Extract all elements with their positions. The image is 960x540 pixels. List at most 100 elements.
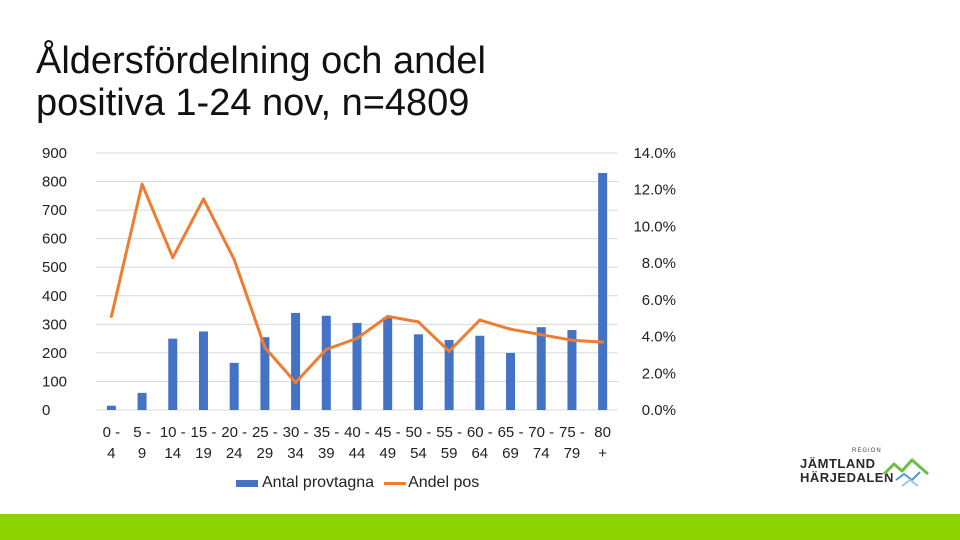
x-tick-label: 45 -: [375, 424, 401, 441]
y-left-tick-label: 500: [42, 259, 67, 276]
line-point: [232, 257, 236, 261]
x-tick-label: 29: [257, 445, 274, 462]
line-point: [416, 320, 420, 324]
line-point: [140, 182, 144, 186]
line-point: [478, 318, 482, 322]
y-right-tick-label: 6.0%: [642, 292, 676, 309]
y-right-tick-label: 4.0%: [642, 329, 676, 346]
x-tick-label: 55 -: [436, 424, 462, 441]
legend-item-line: Andel pos: [384, 474, 479, 492]
x-tick-label: 49: [379, 445, 396, 462]
bar: [383, 317, 393, 410]
x-tick-label: 39: [318, 445, 335, 462]
line-point: [509, 327, 513, 331]
x-tick-label: 59: [441, 445, 458, 462]
x-tick-label: +: [598, 445, 607, 462]
x-tick-label: 10 -: [160, 424, 186, 441]
bar: [506, 352, 516, 410]
x-tick-label: 74: [533, 445, 550, 462]
x-tick-label: 30 -: [283, 424, 309, 441]
bar: [352, 322, 362, 410]
line-point: [355, 336, 359, 340]
legend-bar-label: Antal provtagna: [262, 474, 375, 491]
x-tick-label: 24: [226, 445, 243, 462]
title-line-1: Åldersfördelning och andel: [36, 40, 486, 82]
legend-line-swatch: [384, 481, 407, 485]
y-right-tick-label: 10.0%: [633, 218, 676, 235]
x-tick-label: 64: [471, 445, 488, 462]
y-left-tick-label: 400: [42, 288, 67, 305]
legend-item-bars: Antal provtagna: [236, 474, 374, 492]
y-right-tick-label: 8.0%: [642, 255, 676, 272]
line-point: [539, 333, 543, 337]
y-right-tick-label: 0.0%: [642, 402, 676, 419]
y-left-tick-label: 800: [42, 174, 67, 191]
line-point: [294, 380, 298, 384]
logo-jamtland-text: JÄMTLAND: [800, 456, 876, 471]
bar: [567, 330, 577, 410]
bar: [536, 327, 546, 410]
line-point: [201, 197, 205, 201]
y-right-tick-label: 2.0%: [642, 365, 676, 382]
x-tick-label: 60 -: [467, 424, 493, 441]
x-tick-label: 69: [502, 445, 519, 462]
mountain-logo-icon: [882, 458, 929, 487]
y-left-tick-label: 100: [42, 373, 67, 390]
legend-line-label: Andel pos: [408, 474, 480, 491]
x-tick-label: 44: [349, 445, 366, 462]
y-right-tick-label: 12.0%: [633, 182, 676, 199]
bar: [168, 338, 178, 410]
bar: [137, 392, 147, 410]
x-tick-label: 79: [564, 445, 581, 462]
chart-legend: Antal provtagna Andel pos: [236, 474, 489, 492]
x-tick-label: 35 -: [313, 424, 339, 441]
line-point: [570, 338, 574, 342]
x-tick-label: 80: [594, 424, 611, 441]
y-left-tick-label: 900: [42, 145, 67, 162]
bar: [321, 315, 331, 410]
chart-title: Åldersfördelning och andel positiva 1-24…: [36, 40, 486, 124]
y-left-tick-label: 300: [42, 316, 67, 333]
bar: [106, 405, 116, 410]
bar: [229, 362, 239, 410]
y-left-tick-label: 0: [42, 402, 50, 419]
x-tick-label: 25 -: [252, 424, 278, 441]
line-point: [601, 340, 605, 344]
x-tick-label: 54: [410, 445, 427, 462]
age-distribution-chart: 0 100 200 300 400 500 600 700 800 900 0.0% 2.0% 4.0%…: [42, 145, 676, 462]
x-tick-label: 14: [164, 445, 181, 462]
region-logo: REGION JÄMTLAND HÄRJEDALEN: [798, 448, 938, 492]
x-tick-label: 34: [287, 445, 304, 462]
x-tick-label: 75 -: [559, 424, 585, 441]
footer-bar: [0, 514, 960, 540]
bar: [291, 312, 301, 410]
y-left-tick-label: 200: [42, 345, 67, 362]
y-left-tick-label: 700: [42, 202, 67, 219]
y-right-tick-label: 14.0%: [633, 145, 676, 162]
x-tick-label: 70 -: [528, 424, 554, 441]
bar: [413, 334, 423, 410]
line-point: [263, 346, 267, 350]
x-tick-label: 20 -: [221, 424, 247, 441]
x-tick-label: 9: [138, 445, 146, 462]
line-point: [324, 347, 328, 351]
y-left-tick-label: 600: [42, 231, 67, 248]
line-point: [171, 256, 175, 260]
legend-bar-swatch: [236, 479, 258, 487]
line-point: [386, 314, 390, 318]
x-tick-label: 4: [107, 445, 115, 462]
x-tick-label: 5 -: [133, 424, 151, 441]
x-tick-label: 40 -: [344, 424, 370, 441]
bar: [444, 340, 454, 410]
line-point: [447, 349, 451, 353]
logo-harjedalen-text: HÄRJEDALEN: [800, 470, 894, 485]
line-point: [109, 314, 113, 318]
x-tick-label: 65 -: [498, 424, 524, 441]
x-tick-label: 15 -: [191, 424, 217, 441]
x-tick-label: 50 -: [405, 424, 431, 441]
x-tick-label: 19: [195, 445, 212, 462]
logo-region-text: REGION: [852, 448, 882, 454]
bar: [260, 337, 270, 410]
bar: [598, 172, 608, 410]
x-tick-label: 0 -: [103, 424, 121, 441]
